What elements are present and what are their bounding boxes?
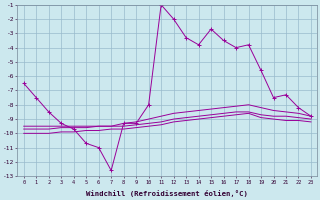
X-axis label: Windchill (Refroidissement éolien,°C): Windchill (Refroidissement éolien,°C) <box>86 190 248 197</box>
